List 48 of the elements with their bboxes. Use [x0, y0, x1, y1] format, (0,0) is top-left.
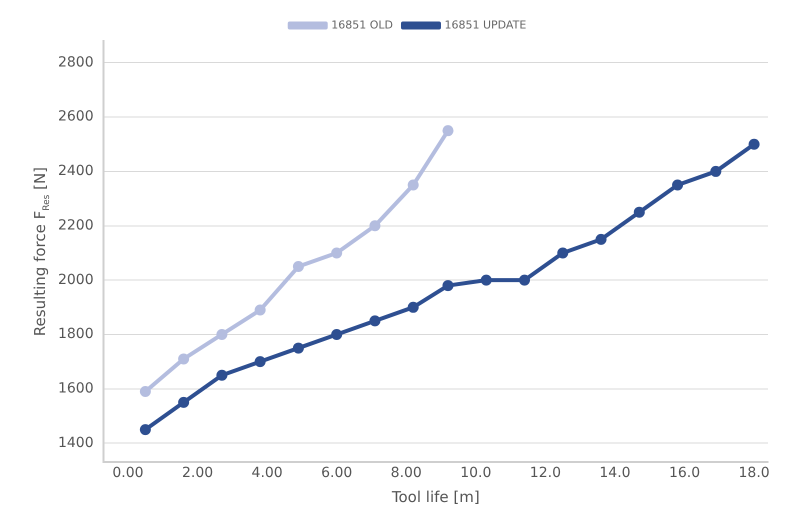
- point: [634, 206, 645, 218]
- y-tick-label: 2600: [58, 108, 94, 125]
- y-tick-label: 1800: [58, 326, 94, 342]
- x-tick-label: 14.0: [599, 465, 631, 482]
- point: [140, 386, 151, 398]
- point: [216, 370, 228, 381]
- point: [710, 166, 722, 177]
- point: [369, 220, 380, 232]
- x-tick-label: 16.0: [668, 465, 700, 482]
- point: [442, 125, 454, 136]
- x-tick-label: 18.0: [738, 465, 770, 482]
- point: [557, 247, 568, 258]
- legend-label: 16851 OLD: [331, 18, 393, 32]
- x-tick-label: 4.00: [252, 465, 283, 482]
- point: [442, 280, 454, 292]
- point: [408, 180, 419, 191]
- x-tick-label: 10.0: [460, 465, 492, 482]
- point: [140, 424, 151, 436]
- point: [216, 328, 228, 340]
- x-tick-label: 12.0: [530, 465, 561, 482]
- point: [672, 180, 684, 191]
- point: [408, 302, 419, 313]
- y-axis-title: Resulting force FRes [N]: [31, 166, 52, 336]
- x-tick-label: 2.00: [182, 465, 214, 482]
- legend-label: 16851 UPDATE: [444, 18, 526, 32]
- y-tick-label: 2200: [58, 217, 94, 234]
- y-tick-label: 2000: [58, 272, 94, 288]
- point: [254, 356, 266, 368]
- point: [178, 396, 190, 408]
- x-axis-title: Tool life [m]: [390, 488, 480, 506]
- y-tick-label: 2800: [58, 54, 94, 70]
- point: [480, 274, 492, 286]
- point: [292, 261, 304, 272]
- point: [331, 328, 342, 340]
- point: [596, 234, 607, 245]
- point: [331, 247, 342, 258]
- y-tick-label: 2400: [58, 163, 94, 180]
- point: [748, 138, 760, 150]
- y-tick-label: 1400: [58, 434, 94, 451]
- y-tick-label: 1600: [58, 380, 94, 396]
- point: [254, 304, 266, 316]
- x-tick-label: 0.00: [112, 465, 144, 482]
- point: [178, 353, 190, 364]
- point: [369, 315, 380, 326]
- point: [292, 342, 304, 354]
- x-tick-label: 8.00: [390, 465, 422, 482]
- x-tick-label: 6.00: [321, 465, 352, 482]
- point: [519, 274, 530, 286]
